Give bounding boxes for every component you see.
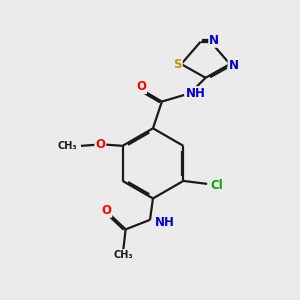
Text: CH₃: CH₃ bbox=[58, 141, 77, 151]
Text: S: S bbox=[173, 58, 182, 70]
Text: Cl: Cl bbox=[210, 179, 223, 192]
Text: N: N bbox=[209, 34, 219, 47]
Text: O: O bbox=[101, 204, 111, 217]
Text: O: O bbox=[136, 80, 146, 93]
Text: NH: NH bbox=[154, 216, 174, 229]
Text: O: O bbox=[95, 138, 105, 151]
Text: CH₃: CH₃ bbox=[113, 250, 133, 260]
Text: N: N bbox=[229, 59, 238, 72]
Text: NH: NH bbox=[186, 87, 206, 100]
